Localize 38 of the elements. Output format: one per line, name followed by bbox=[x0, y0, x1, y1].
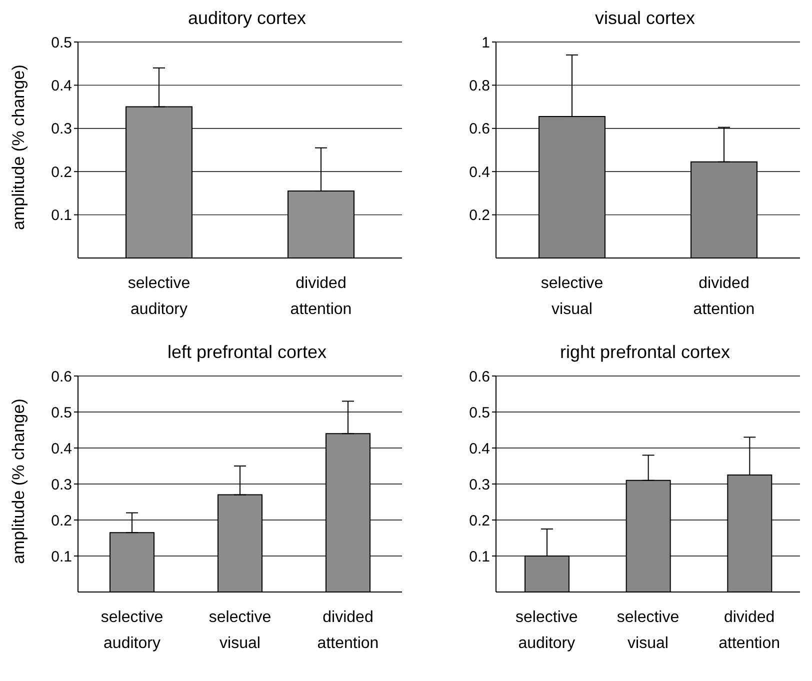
x-tick-label: selective auditory bbox=[100, 609, 164, 652]
y-tick-label: 0.6 bbox=[51, 368, 72, 386]
x-tick-label: divided attention bbox=[290, 275, 352, 318]
y-tick-label: 0.8 bbox=[469, 78, 490, 95]
y-tick-label: 0.4 bbox=[469, 440, 490, 458]
x-tick-label: selective auditory bbox=[516, 609, 578, 652]
y-tick-label: 0.5 bbox=[51, 34, 72, 52]
chart-title: left prefrontal cortex bbox=[166, 342, 328, 364]
y-tick-label: 0.2 bbox=[51, 164, 72, 181]
chart-title: visual cortex bbox=[594, 8, 696, 30]
y-tick-label: 0.4 bbox=[469, 164, 490, 181]
y-axis-title: amplitude (% change) bbox=[9, 398, 28, 564]
y-tick-label: 0.2 bbox=[469, 512, 490, 530]
x-tick-label: divided attention bbox=[718, 609, 780, 652]
y-tick-label: 0.1 bbox=[51, 207, 72, 224]
y-tick-label: 1 bbox=[482, 34, 490, 52]
x-tick-label: divided attention bbox=[317, 609, 379, 652]
x-tick-label: divided attention bbox=[693, 275, 755, 318]
x-tick-label: selective visual bbox=[540, 275, 604, 318]
y-tick-label: 0.2 bbox=[51, 512, 72, 530]
y-tick-label: 0.6 bbox=[469, 120, 490, 138]
y-tick-label: 0.4 bbox=[51, 440, 72, 458]
y-axis-title: amplitude (% change) bbox=[9, 64, 28, 230]
x-tick-label: selective auditory bbox=[128, 275, 190, 318]
y-tick-label: 0.6 bbox=[469, 368, 490, 386]
y-tick-label: 0.3 bbox=[51, 476, 72, 494]
chart-title: auditory cortex bbox=[186, 8, 308, 30]
y-tick-label: 0.3 bbox=[51, 120, 72, 138]
y-tick-label: 0.2 bbox=[469, 207, 490, 224]
y-tick-label: 0.1 bbox=[469, 548, 490, 566]
x-tick-label: selective visual bbox=[616, 609, 680, 652]
y-tick-label: 0.4 bbox=[51, 78, 72, 95]
y-tick-label: 0.1 bbox=[51, 548, 72, 566]
y-tick-label: 0.3 bbox=[469, 476, 490, 494]
x-tick-label: selective visual bbox=[208, 609, 272, 652]
y-tick-label: 0.5 bbox=[51, 404, 72, 422]
chart-title: right prefrontal cortex bbox=[558, 342, 732, 364]
y-tick-label: 0.5 bbox=[469, 404, 490, 422]
